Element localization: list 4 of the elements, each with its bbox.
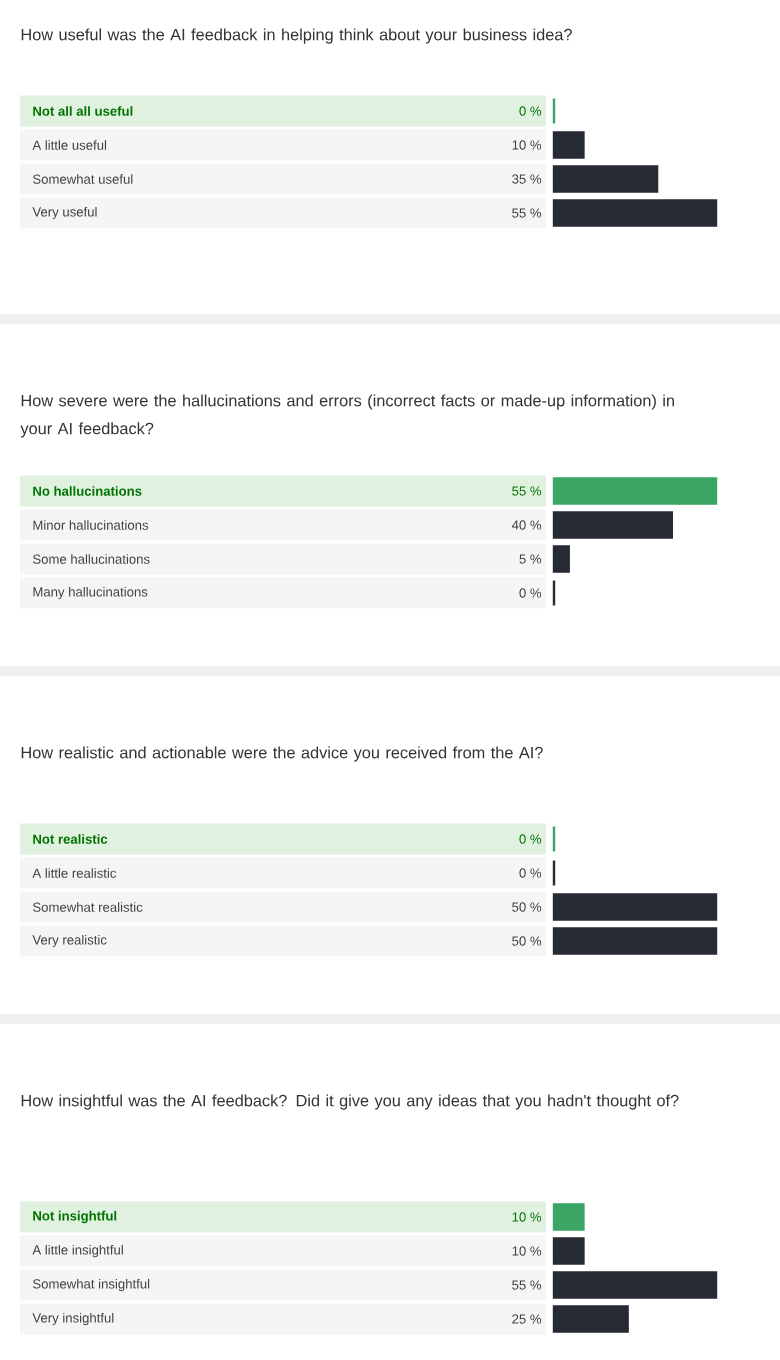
text: How useful was the AI feedback in helping think about your business idea?	[21, 28, 572, 44]
text: How realistic and actionable were the advice you received from the AI?	[21, 746, 543, 762]
text: How severe were the hallucinations and errors (incorrect facts or made-up information) in your AI feedback?	[20, 394, 674, 438]
text: How insightful was the AI feedback? Did it give you any ideas that you hadn't thought of?	[21, 1094, 679, 1110]
